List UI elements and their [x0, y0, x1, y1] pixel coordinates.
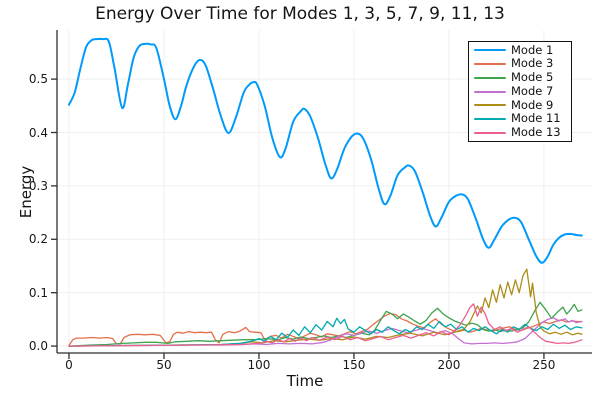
legend-entry-mode-5: Mode 5 [469, 71, 571, 84]
legend-line-sample-mode-13 [474, 131, 506, 134]
x-tick-label: 0 [65, 358, 73, 372]
x-tick-label: 50 [156, 358, 172, 372]
y-axis-label: Energy [17, 165, 35, 219]
legend-label-mode-1: Mode 1 [511, 42, 554, 57]
legend-entry-mode-11: Mode 11 [469, 113, 571, 126]
legend-line-sample-mode-11 [474, 118, 506, 120]
y-tick-label: 0.0 [28, 339, 48, 354]
x-tick-label: 150 [342, 358, 366, 372]
series-line-mode-13 [68, 303, 583, 347]
y-tick-label: 0.2 [28, 232, 48, 247]
legend-line-sample-mode-1 [474, 49, 506, 52]
legend-line-sample-mode-9 [474, 104, 506, 107]
series-line-mode-11 [68, 317, 583, 347]
legend-label-mode-13: Mode 13 [511, 125, 561, 139]
legend-line-sample-mode-5 [474, 76, 506, 79]
legend-label-mode-11: Mode 11 [511, 111, 561, 126]
legend-label-mode-3: Mode 3 [511, 56, 554, 71]
x-axis-label: Time [286, 372, 324, 390]
x-tick-label: 200 [437, 358, 461, 372]
legend-label-mode-9: Mode 9 [511, 97, 554, 112]
legend-entry-mode-1: Mode 1 [469, 44, 571, 57]
y-tick-label: 0.5 [28, 72, 48, 87]
y-tick-label: 0.3 [28, 178, 48, 193]
y-tick-label: 0.1 [28, 285, 48, 300]
legend-entry-mode-9: Mode 9 [469, 99, 571, 112]
y-tick-label: 0.4 [28, 125, 48, 140]
legend-line-sample-mode-7 [474, 90, 506, 93]
chart-title: Energy Over Time for Modes 1, 3, 5, 7, 9… [95, 4, 505, 24]
series-line-mode-1 [68, 37, 583, 264]
legend-entry-mode-13: Mode 13 [469, 126, 571, 139]
x-tick-label: 100 [247, 358, 271, 372]
legend-box: Mode 1 Mode 3 Mode 5 Mode 7 Mode 9 Mode … [468, 41, 572, 142]
legend-entry-mode-7: Mode 7 [469, 85, 571, 98]
legend-label-mode-5: Mode 5 [511, 70, 554, 84]
x-tick-label: 250 [532, 358, 556, 372]
legend-label-mode-7: Mode 7 [511, 83, 554, 98]
legend-line-sample-mode-3 [474, 63, 506, 65]
legend-entry-mode-3: Mode 3 [469, 58, 571, 71]
